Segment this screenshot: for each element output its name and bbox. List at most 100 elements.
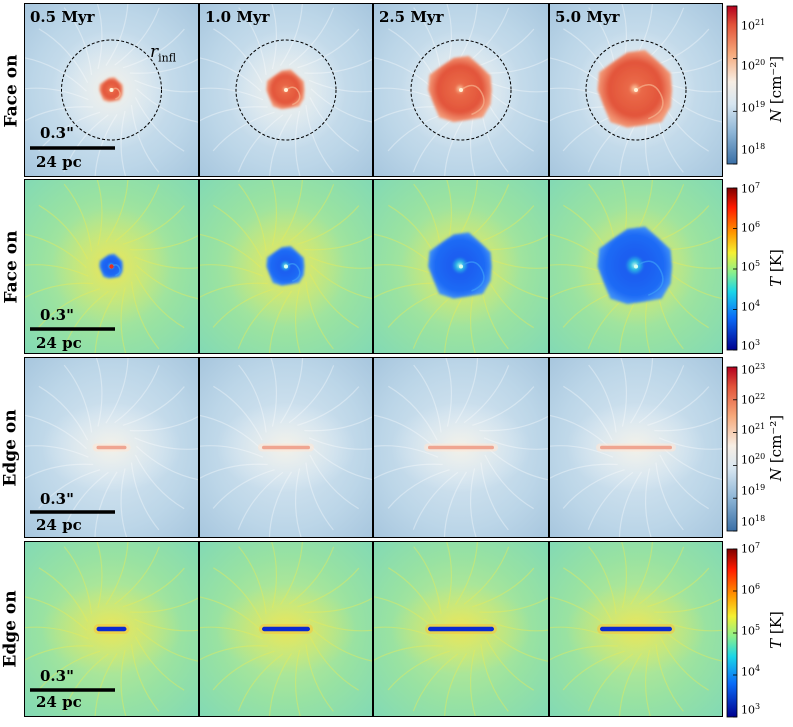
r-infl-label: rinfl — [150, 42, 177, 65]
filament — [199, 57, 262, 92]
filament — [563, 567, 613, 622]
filament — [268, 653, 293, 717]
panel-frame — [373, 179, 549, 354]
scale-angular-1: 0.3" — [40, 124, 74, 142]
edge-disk-halo — [424, 443, 498, 452]
filament — [309, 273, 359, 329]
filament — [136, 445, 199, 481]
cb3-tick: 1022 — [741, 392, 766, 407]
filament — [388, 385, 438, 441]
influence-radius-circle — [61, 39, 162, 141]
filament — [647, 567, 710, 608]
spiral-arm — [635, 260, 664, 296]
filament — [271, 3, 278, 70]
filament — [655, 462, 684, 531]
influence-radius-circle — [235, 39, 337, 141]
time-label-2: 1.0 Myr — [205, 8, 270, 26]
filament — [238, 183, 267, 252]
central-source — [284, 264, 288, 269]
edge-disk-halo — [596, 443, 676, 452]
panel-r3-c3 — [373, 357, 549, 538]
cb3-tick: 1021 — [741, 422, 766, 437]
scale-physical-3: 24 pc — [36, 516, 82, 534]
filament — [443, 653, 468, 717]
filament — [129, 415, 199, 432]
filament — [588, 364, 617, 433]
filament — [199, 645, 268, 661]
filament — [238, 546, 267, 614]
cb2-tick: 107 — [741, 181, 761, 196]
filament — [659, 454, 709, 510]
filament — [304, 415, 373, 432]
panel-frame — [373, 541, 549, 717]
filament — [644, 468, 652, 538]
panel-frame — [549, 3, 723, 177]
filament — [305, 281, 334, 350]
filament — [305, 462, 334, 531]
filament — [562, 650, 625, 691]
filament — [212, 288, 275, 328]
central-source — [459, 88, 463, 92]
panel-r1-c4 — [549, 3, 723, 177]
filament — [310, 445, 373, 481]
filament — [587, 471, 634, 530]
spiral-arm — [285, 263, 301, 282]
cb1-label: N [cm⁻²] — [767, 55, 785, 123]
filament — [480, 462, 509, 531]
filament — [213, 28, 263, 83]
influence-radius-circle — [410, 39, 512, 141]
filament — [120, 110, 127, 177]
panel-frame — [549, 541, 723, 717]
filament — [445, 357, 453, 427]
filament — [120, 468, 128, 538]
filament — [308, 256, 373, 269]
filament — [629, 541, 654, 605]
filament — [38, 204, 89, 260]
central-source — [459, 264, 463, 269]
filament — [479, 596, 549, 613]
filament — [288, 546, 335, 605]
filament — [309, 636, 359, 691]
filament — [199, 282, 268, 299]
overlays — [30, 39, 687, 692]
filament — [136, 88, 199, 123]
filament — [63, 471, 109, 530]
filament — [304, 597, 373, 613]
central-source — [284, 88, 288, 92]
filament — [310, 88, 373, 123]
cb3-label: N [cm⁻²] — [767, 414, 785, 482]
filament — [130, 462, 160, 531]
central-source — [634, 88, 638, 92]
filament — [94, 653, 118, 717]
cb4-tick: 107 — [741, 541, 761, 556]
filament — [212, 650, 275, 691]
filament — [134, 454, 185, 510]
spiral-arm — [111, 87, 121, 100]
filament — [483, 618, 549, 632]
filament — [114, 184, 160, 243]
filament — [38, 650, 101, 691]
row-label-edge-on-density: Edge on — [1, 409, 22, 487]
colorbar-3 — [726, 366, 738, 532]
time-label-3: 2.5 Myr — [379, 8, 444, 26]
filament — [38, 28, 89, 83]
filament — [134, 273, 185, 329]
filament — [658, 437, 723, 450]
row-label-edge-on-temperature: Edge on — [1, 590, 22, 668]
panel-frame — [24, 541, 199, 717]
row-label-face-on-density: Face on — [1, 54, 22, 128]
filament — [199, 626, 264, 640]
filament — [373, 645, 443, 662]
cb1-tick: 1021 — [741, 18, 766, 33]
filament — [213, 567, 263, 622]
filament — [199, 106, 268, 122]
filament — [129, 596, 199, 613]
panel-r2-c1 — [24, 179, 199, 354]
panel-frame — [549, 179, 723, 354]
filament — [63, 364, 93, 433]
filament — [310, 264, 373, 300]
filament — [134, 618, 199, 632]
filament — [134, 79, 199, 93]
filament — [297, 567, 360, 608]
filament — [212, 111, 275, 152]
